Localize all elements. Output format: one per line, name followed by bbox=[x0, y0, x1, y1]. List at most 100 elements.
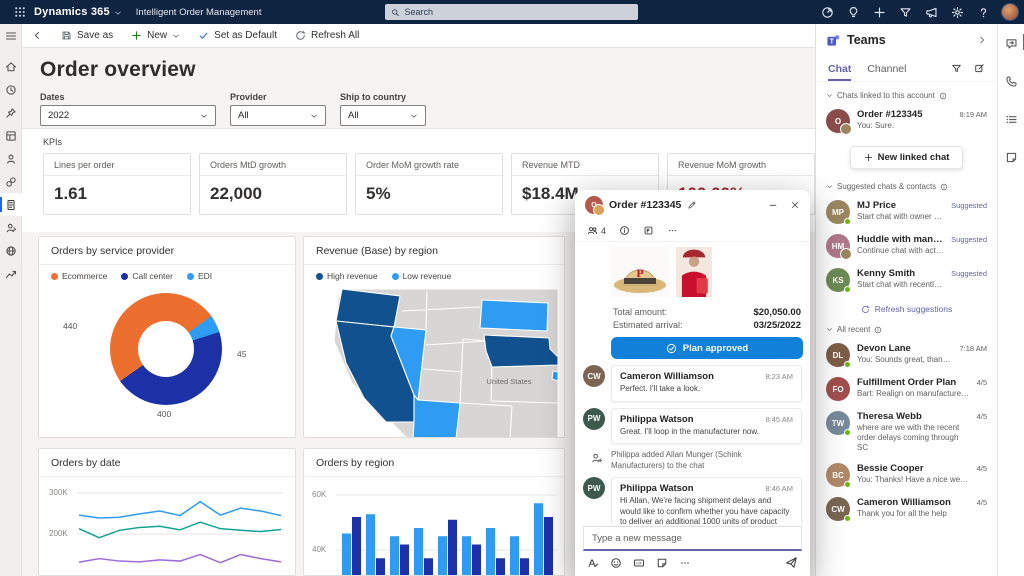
sidebar-item-recent[interactable] bbox=[0, 78, 22, 101]
lightbulb-icon[interactable] bbox=[847, 6, 860, 19]
sidebar-item-link[interactable] bbox=[0, 170, 22, 193]
filter-label: Dates bbox=[40, 92, 65, 102]
filter-dropdown[interactable]: All bbox=[340, 105, 426, 126]
filter-dropdown[interactable]: 2022 bbox=[40, 105, 216, 126]
section-header[interactable]: Chats linked to this account bbox=[816, 82, 997, 104]
plan-approved-button[interactable]: Plan approved bbox=[611, 337, 803, 359]
message-input-box[interactable] bbox=[583, 526, 802, 551]
teams-logo-icon: T bbox=[826, 33, 841, 48]
svg-text:P: P bbox=[636, 266, 643, 280]
compose-icon[interactable] bbox=[974, 63, 985, 74]
chat-popup-header: O Order #123345 bbox=[575, 190, 810, 220]
participants-button[interactable]: 4 bbox=[587, 225, 606, 236]
expand-panel-icon[interactable] bbox=[977, 35, 987, 45]
legend-item: High revenue bbox=[316, 271, 378, 281]
brand-title[interactable]: Dynamics 365 bbox=[34, 6, 110, 18]
close-icon[interactable] bbox=[790, 200, 800, 210]
help-icon[interactable] bbox=[977, 6, 990, 19]
bar bbox=[544, 517, 553, 575]
info-icon[interactable] bbox=[619, 225, 630, 236]
refresh-suggestions-link[interactable]: Refresh suggestions bbox=[816, 297, 997, 316]
set-as-default-button[interactable]: Set as Default bbox=[198, 30, 277, 41]
message-bubble: Philippa Watson 8:46 AM Hi Allan, We're fa… bbox=[611, 477, 802, 524]
user-avatar[interactable] bbox=[1001, 3, 1019, 21]
more-options-icon[interactable] bbox=[667, 225, 678, 236]
section-label: All recent bbox=[837, 325, 871, 334]
chat-list-item[interactable]: BC Bessie Cooper You: Thanks! Have a nice … bbox=[816, 458, 997, 492]
search-input[interactable] bbox=[404, 7, 632, 17]
brand-chevron-down-icon[interactable] bbox=[114, 9, 122, 17]
more-icon[interactable] bbox=[679, 557, 691, 569]
tab-chat[interactable]: Chat bbox=[828, 56, 852, 81]
state-arizona bbox=[412, 393, 461, 437]
refresh-all-button[interactable]: Refresh All bbox=[295, 30, 359, 41]
gif-icon[interactable]: GIF bbox=[633, 557, 645, 569]
rail-item-chat-link[interactable] bbox=[998, 24, 1024, 62]
tab-channel[interactable]: Channel bbox=[867, 62, 907, 75]
chat-list-item[interactable]: FO Fulfillment Order Plan Bart: Realign on… bbox=[816, 372, 997, 406]
app-tab-icon[interactable] bbox=[643, 225, 654, 236]
kpi-card[interactable]: Order MoM growth rate 5% bbox=[355, 153, 503, 215]
new-linked-chat-button[interactable]: New linked chat bbox=[849, 146, 964, 169]
chat-name: Theresa Webb bbox=[857, 411, 922, 422]
sidebar-item-globe[interactable] bbox=[0, 239, 22, 262]
filter-label: Provider bbox=[230, 92, 267, 102]
megaphone-icon[interactable] bbox=[925, 6, 938, 19]
sticker-icon[interactable] bbox=[656, 557, 668, 569]
rail-item-note[interactable] bbox=[998, 138, 1024, 176]
sidebar-item-pin[interactable] bbox=[0, 101, 22, 124]
chat-list-item[interactable]: O Order #123345 You: Sure. 8:19 AM bbox=[816, 104, 997, 138]
bar bbox=[438, 536, 447, 575]
launch-icon[interactable] bbox=[821, 6, 834, 19]
kpi-card[interactable]: Orders MtD growth 22,000 bbox=[199, 153, 347, 215]
filter-icon[interactable] bbox=[899, 6, 912, 19]
sidebar-item-board[interactable] bbox=[0, 124, 22, 147]
donut-chart[interactable] bbox=[110, 293, 222, 405]
save-as-button[interactable]: Save as bbox=[61, 30, 113, 41]
sidebar-item-document[interactable] bbox=[0, 193, 22, 216]
chart-title: Orders by service provider bbox=[39, 237, 295, 265]
chat-preview: Bart: Realign on manufacturers ☺ bbox=[857, 389, 970, 398]
chat-preview: You: Sounds great, thank you. bbox=[857, 355, 953, 364]
sidebar-item-home[interactable] bbox=[0, 55, 22, 78]
sidebar-item-menu[interactable] bbox=[0, 24, 22, 47]
filter-icon[interactable] bbox=[951, 63, 962, 74]
edit-chat-name-icon[interactable] bbox=[687, 200, 697, 210]
svg-text:GIF: GIF bbox=[636, 561, 642, 565]
app-launcher-waffle-icon[interactable] bbox=[14, 6, 26, 18]
section-header[interactable]: All recent bbox=[816, 316, 997, 338]
send-icon[interactable] bbox=[785, 556, 798, 569]
rail-item-phone[interactable] bbox=[998, 62, 1024, 100]
pin-icon bbox=[5, 107, 17, 119]
filter-dates: Dates 2022 bbox=[40, 92, 216, 126]
section-header[interactable]: Suggested chats & contacts bbox=[816, 173, 997, 195]
chat-list-item[interactable]: TW Theresa Webb where are we with the rece… bbox=[816, 406, 997, 458]
chat-name: Cameron Williamson bbox=[857, 497, 951, 508]
emoji-icon[interactable] bbox=[610, 557, 622, 569]
sidebar-item-trend[interactable] bbox=[0, 262, 22, 285]
settings-icon[interactable] bbox=[951, 6, 964, 19]
sidebar-item-contact[interactable] bbox=[0, 216, 22, 239]
global-search[interactable] bbox=[385, 4, 638, 20]
chat-list-item[interactable]: HM Huddle with manufacturersContinue chat… bbox=[816, 229, 997, 263]
check-icon bbox=[198, 30, 209, 41]
chat-list-item[interactable]: CW Cameron Williamson Thank you for all th… bbox=[816, 492, 997, 526]
filter-value: All bbox=[348, 110, 359, 121]
kpi-card[interactable]: Lines per order 1.61 bbox=[43, 153, 191, 215]
add-icon[interactable] bbox=[873, 6, 886, 19]
rail-item-tasklist[interactable] bbox=[998, 100, 1024, 138]
sidebar-item-person[interactable] bbox=[0, 147, 22, 170]
back-button[interactable] bbox=[32, 30, 43, 41]
minimize-icon[interactable] bbox=[768, 200, 778, 210]
us-map-chart[interactable]: United States bbox=[312, 288, 559, 437]
people-icon bbox=[587, 225, 598, 236]
filter-dropdown[interactable]: All bbox=[230, 105, 326, 126]
message-bubble: Cameron Williamson 8:23 AM Perfect. I'll t… bbox=[611, 365, 802, 402]
legend-label: EDI bbox=[197, 271, 213, 281]
new-button[interactable]: New bbox=[131, 30, 180, 41]
message-input[interactable] bbox=[592, 532, 793, 544]
format-icon[interactable] bbox=[587, 557, 599, 569]
